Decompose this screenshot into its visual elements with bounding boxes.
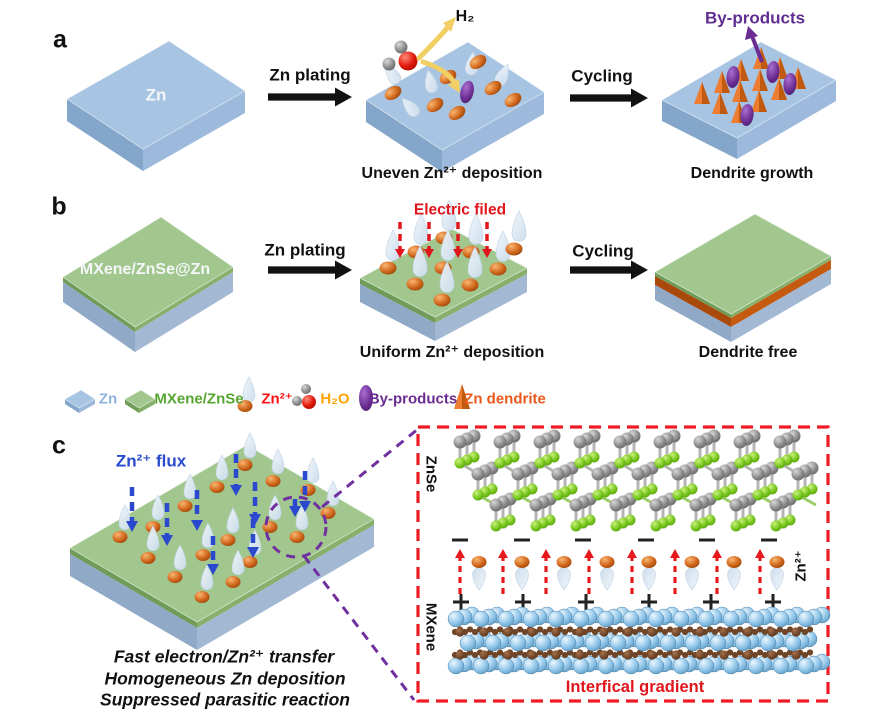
legend-zn-slab-icon — [64, 389, 96, 413]
legend-dendrite-icon — [454, 384, 470, 409]
dendrite-free-slab — [653, 213, 833, 342]
zn-ion-side-label: Zn²⁺ — [792, 550, 810, 582]
cycling-label-b: Cycling — [572, 241, 634, 261]
uniform-deposition-caption: Uniform Zn²⁺ deposition — [359, 344, 545, 361]
zoom-circle — [264, 495, 328, 559]
uneven-deposition-slab — [365, 41, 545, 172]
zn-plating-arrow-b — [268, 260, 352, 280]
legend-zn-ion-label: Zn²⁺ — [261, 390, 293, 408]
zoom-connector-lines — [302, 427, 419, 701]
zn-plating-label-b: Zn plating — [264, 240, 346, 260]
interface-field-arrows — [455, 549, 765, 594]
plus-signs — [453, 594, 781, 610]
electric-field-arrows — [395, 222, 492, 258]
zn-bare-slab — [66, 40, 246, 171]
zn-plating-arrow-a — [268, 87, 352, 107]
dendrite-growth-caption: Dendrite growth — [690, 165, 814, 182]
legend-zn-label: Zn — [98, 390, 118, 408]
flux-slab — [69, 432, 375, 650]
dendrite-free-caption: Dendrite free — [698, 344, 798, 361]
mxene-slab-label: MXene/ZnSe@Zn — [79, 261, 211, 278]
interface-zn-ions — [471, 556, 785, 591]
zn-flux-label: Zn²⁺ flux — [115, 451, 187, 471]
electric-field-label: Electric filed — [413, 201, 507, 219]
legend-zn-ion-icon — [237, 376, 256, 412]
fast-transfer-line: Fast electron/Zn²⁺ transfer — [113, 646, 335, 667]
legend-byproduct-icon — [359, 385, 373, 411]
cycling-label-a: Cycling — [571, 66, 633, 86]
zn-plating-label-a: Zn plating — [269, 65, 351, 85]
panel-b-label: b — [51, 192, 67, 221]
legend-green-slab-icon — [124, 389, 156, 413]
cycling-arrow-b — [570, 260, 648, 280]
znse-layer-label: ZnSe — [422, 455, 440, 493]
interfacial-gradient-label: Interfical gradient — [565, 677, 705, 696]
znse-lattice — [453, 429, 819, 532]
h2o-molecule-a — [382, 40, 418, 71]
zn-slab-label: Zn — [145, 85, 167, 105]
h2-evolution-arrows — [416, 17, 460, 93]
mxene-layer-label: MXene — [422, 602, 440, 652]
uniform-deposition-slab — [358, 199, 529, 341]
legend-byproducts-label: By-products — [368, 390, 458, 408]
mxene-lattice — [447, 606, 831, 675]
legend-mxene-znse-label: MXene/ZnSe — [154, 390, 244, 408]
panel-a-label: a — [53, 25, 67, 54]
panel-c-label: c — [52, 431, 66, 460]
h2-label: H₂ — [455, 8, 475, 25]
byproducts-callout: By-products — [704, 8, 806, 28]
zn-flux-arrows — [126, 454, 311, 575]
suppressed-line: Suppressed parasitic reaction — [100, 689, 350, 710]
legend-h2o-label: H₂O — [320, 390, 350, 408]
legend-zn-dendrite-label: Zn dendrite — [464, 390, 546, 408]
uneven-deposition-caption: Uneven Zn²⁺ deposition — [361, 165, 543, 182]
homogeneous-line: Homogeneous Zn deposition — [104, 668, 346, 689]
cycling-arrow-a — [570, 88, 648, 108]
dendrite-growth-slab — [660, 41, 838, 159]
mxene-znse-zn-slab — [62, 216, 234, 352]
byproducts-arrow — [745, 26, 764, 63]
legend-h2o-icon — [292, 384, 316, 409]
